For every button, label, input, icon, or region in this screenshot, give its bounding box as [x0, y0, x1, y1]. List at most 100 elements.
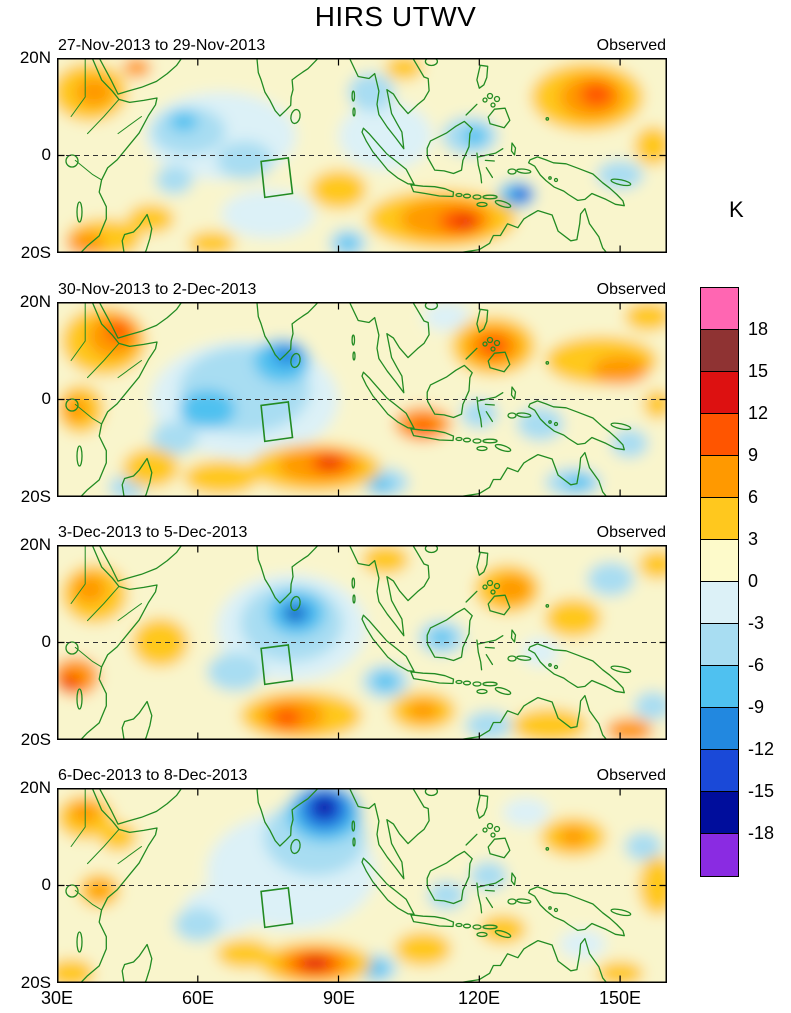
study-region-box — [260, 644, 294, 686]
map-svg — [57, 58, 667, 253]
y-axis-label-20s: 20S — [20, 243, 51, 262]
colorbar-unit-label: K — [729, 197, 744, 222]
colorbar-tick-label: 12 — [748, 403, 769, 423]
colorbar-segment — [701, 288, 738, 330]
map-svg — [57, 788, 667, 983]
anomaly-blob — [591, 355, 649, 385]
colorbar-tick-label: -12 — [748, 739, 775, 759]
axis-ticks — [58, 59, 666, 252]
anomaly-blob — [169, 111, 198, 132]
anomaly-blob — [320, 458, 338, 468]
anomaly-blob — [493, 575, 531, 603]
colorbar-segment — [701, 624, 738, 666]
map-frame — [57, 788, 667, 983]
anomaly-blob — [315, 798, 334, 817]
panel-1-header: 27-Nov-2013 to 29-Nov-2013 Observed — [57, 32, 667, 58]
anomaly-blob — [596, 160, 644, 190]
colorbar — [700, 287, 739, 877]
colorbar-segment — [701, 666, 738, 708]
y-axis-label-20s: 20S — [20, 973, 51, 992]
axis-ticks — [58, 546, 666, 739]
panel-date-label: 3-Dec-2013 to 5-Dec-2013 — [58, 524, 248, 541]
colorbar-tick-label: -9 — [748, 697, 765, 717]
y-axis-label-20n: 20N — [19, 292, 51, 311]
colorbar-tick-label: 15 — [748, 361, 769, 381]
observed-label: Observed — [596, 524, 666, 541]
anomaly-blob — [73, 574, 107, 604]
anomaly-blob — [338, 101, 433, 171]
figure-title: HIRS UTWV — [314, 1, 477, 32]
anomaly-blob — [310, 170, 367, 210]
anomaly-blob — [638, 549, 667, 580]
panel-3-header: 3-Dec-2013 to 5-Dec-2013 Observed — [57, 519, 667, 545]
y-axis-label-0: 0 — [41, 145, 51, 164]
anomaly-blob — [272, 708, 301, 728]
panel-2-header: 30-Nov-2013 to 2-Dec-2013 Observed — [57, 276, 667, 302]
anomaly-blob — [373, 672, 398, 691]
anomaly-blob — [559, 827, 588, 847]
anomaly-blob — [221, 189, 316, 239]
anomaly-blob — [155, 165, 194, 195]
panel-date-label: 27-Nov-2013 to 29-Nov-2013 — [58, 37, 266, 54]
x-axis-tick-30e: 30E — [40, 988, 74, 1008]
anomaly-blob — [88, 881, 110, 900]
colorbar-tick-label: 3 — [748, 529, 759, 549]
study-region-box — [260, 401, 294, 443]
study-region-box — [260, 157, 294, 199]
colorbar-segment — [701, 540, 738, 582]
colorbar-segment — [701, 498, 738, 540]
colorbar-tick-label: -15 — [748, 781, 775, 801]
panel-4-header: 6-Dec-2013 to 8-Dec-2013 Observed — [57, 762, 667, 788]
x-axis-tick-90e: 90E — [322, 988, 356, 1008]
anomaly-blob — [188, 231, 236, 253]
colorbar-tick-label: 6 — [748, 487, 759, 507]
colorbar-segment — [701, 414, 738, 456]
colorbar-tick-label: 9 — [748, 445, 759, 465]
axis-ticks — [58, 303, 666, 496]
map-panel-3: 3-Dec-2013 to 5-Dec-2013 Observed 20N 0 … — [20, 519, 667, 749]
anomaly-blob — [216, 140, 273, 180]
anomaly-blob — [606, 718, 653, 740]
axis-ticks — [58, 789, 666, 982]
anomaly-blob — [587, 562, 635, 597]
panel-date-label: 6-Dec-2013 to 8-Dec-2013 — [58, 767, 248, 784]
colorbar-tick-label: 0 — [748, 571, 759, 591]
anomaly-blob — [406, 701, 440, 721]
colorbar-tick-label: -18 — [748, 823, 775, 843]
map-svg — [57, 545, 667, 740]
map-panel-2: 30-Nov-2013 to 2-Dec-2013 Observed 20N 0… — [20, 276, 667, 506]
colorbar-segment — [701, 330, 738, 372]
colorbar-tick-label: 18 — [748, 319, 769, 339]
y-axis-label-20n: 20N — [19, 535, 51, 554]
anomaly-blob — [411, 419, 435, 434]
anomaly-blob — [456, 215, 474, 227]
anomaly-blob — [57, 958, 95, 983]
map-frame — [57, 302, 667, 497]
colorbar-segment — [701, 372, 738, 414]
anomaly-blob — [338, 236, 358, 251]
anomaly-blob — [66, 231, 104, 253]
anomaly-blob — [150, 421, 198, 456]
anomaly-blob — [302, 956, 329, 971]
y-axis-label-20n: 20N — [19, 778, 51, 797]
y-axis-label-0: 0 — [41, 875, 51, 894]
anomaly-blob — [63, 679, 75, 689]
anomaly-blob — [469, 861, 508, 891]
study-region-box — [260, 887, 294, 929]
anomaly-blob — [272, 345, 301, 366]
y-axis-label-0: 0 — [41, 389, 51, 408]
colorbar-segment — [701, 456, 738, 498]
anomaly-blob — [127, 204, 175, 234]
anomaly-blob — [462, 126, 487, 146]
anomaly-blob — [634, 691, 667, 721]
colorbar-tick-labels: 18 15 12 9 6 3 0 -3 -6 -9 -12 -15 -18 — [748, 287, 791, 875]
anomaly-blob — [385, 58, 423, 80]
map-frame — [57, 545, 667, 740]
anomaly-blob — [174, 907, 222, 942]
anomaly-blob — [431, 629, 453, 646]
x-axis-tick-120e: 120E — [457, 988, 501, 1008]
anomaly-field — [57, 788, 667, 983]
anomaly-blob — [545, 598, 602, 638]
y-axis-label-0: 0 — [41, 632, 51, 651]
